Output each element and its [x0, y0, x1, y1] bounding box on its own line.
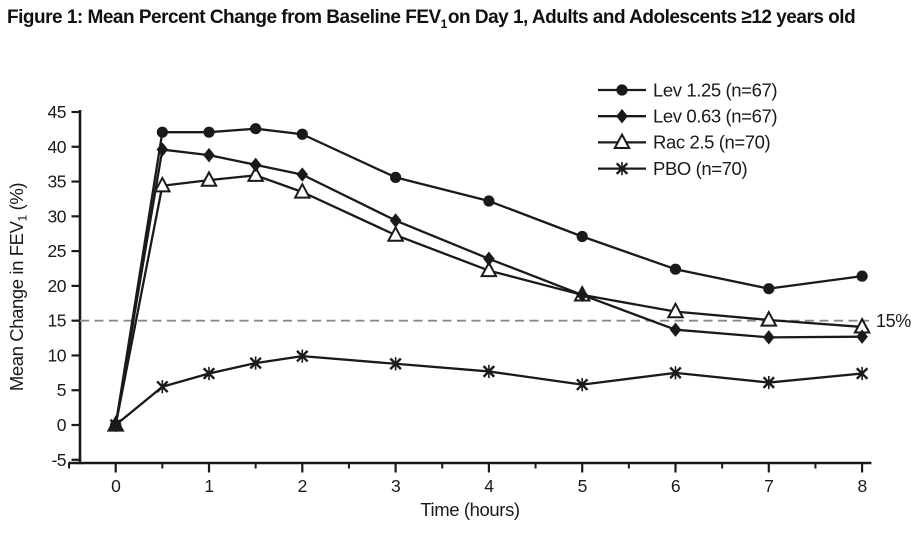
figure-title-prefix: Figure 1: Mean Percent Change from Basel…	[7, 7, 441, 28]
triangle-marker	[153, 175, 172, 193]
circle-marker	[250, 123, 262, 135]
x-star-marker	[156, 380, 169, 394]
x-star-marker	[296, 349, 309, 363]
triangle-marker	[759, 310, 778, 327]
diamond-marker	[483, 251, 495, 266]
circle-marker	[483, 195, 495, 207]
diamond-marker	[389, 213, 402, 228]
x-tick-label: 8	[857, 476, 866, 496]
diamond-marker	[763, 330, 775, 345]
diamond-marker	[156, 142, 169, 157]
x-tick-label: 7	[764, 476, 773, 496]
triangle-marker	[246, 165, 265, 182]
legend-item-lev-0-63-n-67: Lev 0.63 (n=67)	[598, 106, 778, 127]
x-star-marker	[615, 162, 629, 176]
circle-marker	[390, 171, 402, 183]
legend-item-lev-1-25-n-67: Lev 1.25 (n=67)	[598, 79, 778, 100]
legend-label: Rac 2.5 (n=70)	[653, 132, 771, 153]
circle-marker	[763, 283, 775, 295]
x-tick-label: 6	[671, 476, 680, 496]
x-star-marker	[669, 366, 682, 380]
y-axis-title: Mean Change in FEV1 (%)	[6, 183, 30, 392]
x-star-marker	[855, 366, 869, 381]
y-tick-label: 0	[57, 415, 67, 435]
x-tick-label: 3	[391, 476, 400, 496]
x-tick-label: 5	[578, 476, 587, 496]
reference-line-group: 15%	[80, 311, 912, 331]
legend: Lev 1.25 (n=67) Lev 0.63 (n=67) Rac 2.5 (n…	[598, 79, 778, 179]
x-star-marker	[249, 356, 262, 370]
y-tick-label: 10	[48, 345, 67, 365]
x-star-marker	[202, 366, 216, 381]
series-line	[114, 174, 863, 426]
circle-marker	[856, 270, 868, 282]
x-tick-label: 1	[204, 476, 213, 496]
legend-item-rac-2-5-n-70: Rac 2.5 (n=70)	[598, 132, 771, 153]
figure-title: Figure 1: Mean Percent Change from Basel…	[7, 7, 856, 31]
series-rac-2-5-n-70	[106, 165, 871, 432]
y-tick-label: 30	[48, 206, 67, 226]
x-tick-label: 2	[298, 476, 307, 496]
y-tick-label: 45	[48, 102, 66, 122]
y-tick-label: -5	[51, 450, 66, 470]
series-pbo-n-70	[109, 349, 869, 432]
x-star-marker	[762, 375, 775, 390]
figure-title-suffix: on Day 1, Adults and Adolescents ≥12 yea…	[447, 7, 856, 28]
legend-label: PBO (n=70)	[653, 158, 747, 179]
y-tick-label: 35	[48, 172, 66, 192]
circle-marker	[576, 230, 588, 243]
diamond-marker	[296, 167, 309, 182]
series-lev-1-25-n-67	[110, 123, 868, 431]
x-star-marker	[109, 418, 122, 432]
diamond-marker	[856, 329, 868, 344]
circle-marker	[296, 128, 308, 140]
legend-label: Lev 1.25 (n=67)	[653, 79, 777, 100]
reference-line-label: 15%	[876, 311, 911, 331]
y-tick-label: 20	[48, 276, 67, 296]
triangle-marker	[480, 260, 498, 278]
triangle-marker	[386, 225, 405, 242]
circle-marker	[203, 126, 215, 138]
y-tick-label: 25	[48, 241, 66, 261]
diamond-marker	[203, 147, 215, 163]
legend-label: Lev 0.63 (n=67)	[653, 106, 777, 127]
x-tick-label: 4	[484, 476, 494, 496]
circle-marker	[156, 126, 168, 138]
series-lev-0-63-n-67	[109, 142, 868, 433]
triangle-marker	[293, 182, 312, 199]
triangle-marker	[666, 301, 685, 319]
x-tick-label: 0	[111, 476, 121, 496]
series-line	[114, 148, 863, 426]
diamond-marker	[669, 322, 682, 337]
x-star-marker	[389, 357, 402, 371]
triangle-marker	[200, 170, 218, 187]
legend-item-pbo-n-70: PBO (n=70)	[598, 158, 748, 179]
diamond-marker	[616, 109, 628, 124]
circle-marker	[669, 263, 682, 275]
x-axis-title: Time (hours)	[420, 499, 520, 520]
fev-subscript: 1	[440, 16, 448, 31]
x-star-marker	[576, 378, 589, 392]
circle-marker	[616, 84, 628, 96]
y-tick-label: 15	[48, 311, 66, 331]
y-tick-label: 5	[57, 380, 66, 400]
diamond-marker	[576, 287, 588, 303]
y-tick-label: 40	[48, 137, 67, 157]
x-star-marker	[482, 364, 496, 379]
diamond-marker	[249, 157, 262, 173]
triangle-marker	[613, 132, 631, 149]
